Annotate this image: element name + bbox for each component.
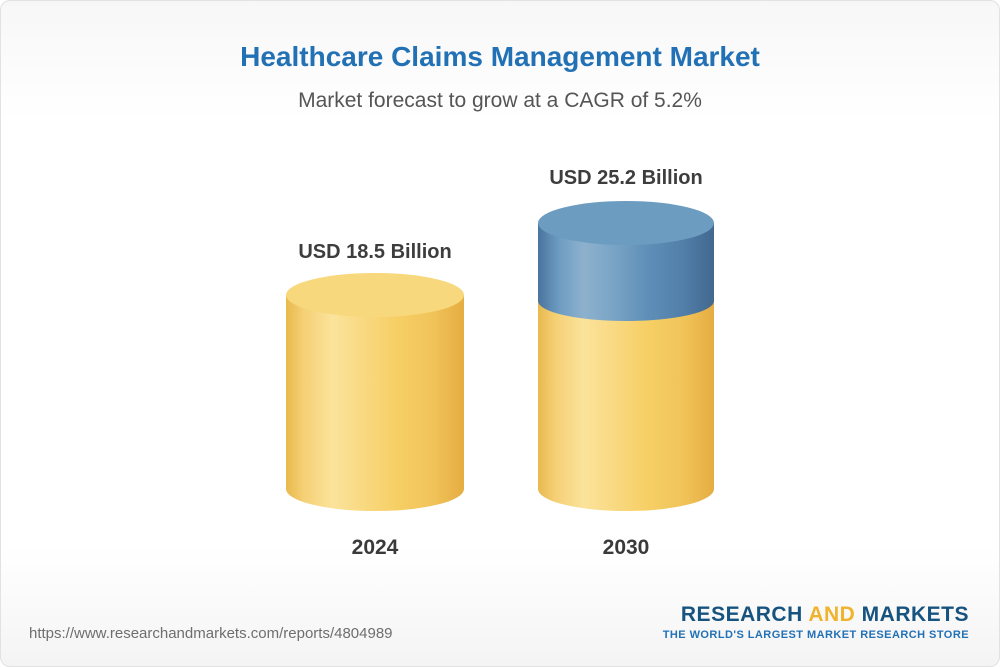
report-url[interactable]: https://www.researchandmarkets.com/repor… — [29, 625, 393, 642]
research-and-markets-logo: RESEARCH AND MARKETS THE WORLD'S LARGEST… — [663, 603, 969, 642]
x-axis-label-2024: 2024 — [351, 536, 399, 559]
bar-2030-top-ellipse — [538, 201, 714, 245]
bar-2024-body — [286, 295, 464, 511]
x-axis-label-2030: 2030 — [602, 536, 650, 559]
logo-word-and: AND — [808, 603, 856, 626]
logo-tagline: THE WORLD'S LARGEST MARKET RESEARCH STOR… — [662, 629, 969, 642]
logo-word-markets: MARKETS — [861, 603, 969, 626]
chart-title: Healthcare Claims Management Market — [240, 41, 760, 72]
chart-subtitle: Market forecast to grow at a CAGR of 5.2… — [298, 89, 702, 112]
bar-value-label-2030: USD 25.2 Billion — [549, 167, 703, 189]
bar-2024-top-ellipse — [286, 273, 464, 317]
logo-word-research: RESEARCH — [680, 603, 803, 626]
bar-value-label-2024: USD 18.5 Billion — [298, 241, 452, 263]
logo-wordmark: RESEARCH AND MARKETS — [663, 603, 969, 627]
bar-2030-base-segment — [538, 296, 714, 511]
